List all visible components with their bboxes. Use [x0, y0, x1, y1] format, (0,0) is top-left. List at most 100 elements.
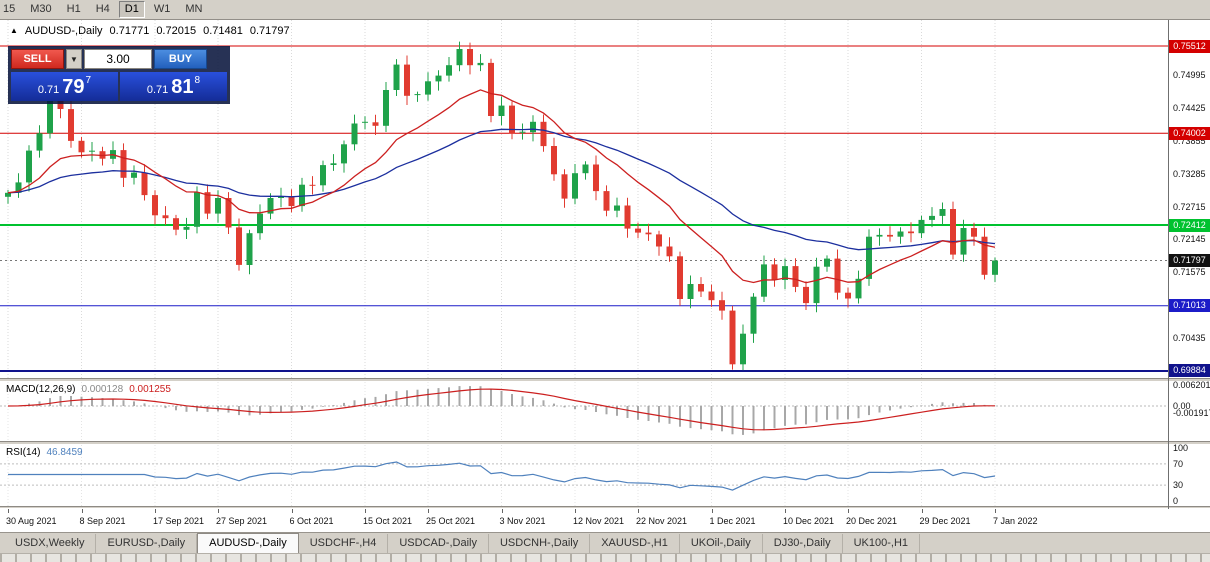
macd-axis-label: 0.00: [1173, 400, 1191, 411]
time-axis-tick: [291, 509, 293, 513]
chart-tab-eurusd-daily[interactable]: EURUSD-,Daily: [96, 534, 198, 553]
chart-tab-usdcnh-daily[interactable]: USDCNH-,Daily: [489, 534, 591, 553]
macd-axis-label: 0.006201: [1173, 379, 1210, 390]
time-axis-label: 25 Oct 2021: [426, 516, 476, 526]
time-axis-tick: [921, 509, 923, 513]
time-axis-label: 8 Sep 2021: [79, 516, 126, 526]
timeframe-button-h4[interactable]: H4: [95, 3, 110, 15]
rsi-axis-label: 0: [1173, 496, 1179, 506]
time-axis-tick: [995, 509, 996, 513]
time-axis-tick: [365, 509, 366, 513]
time-axis-label: 12 Nov 2021: [573, 516, 625, 526]
timeframe-button-15[interactable]: 15: [3, 3, 16, 15]
buy-price-display[interactable]: 0.71 81 8: [120, 72, 227, 101]
price-axis-label: 0.73285: [1173, 168, 1206, 179]
rsi-axis-label: 100: [1173, 443, 1189, 453]
trade-controls-row: SELL ▼ 3.00 BUY: [11, 49, 227, 69]
time-axis-label: 17 Sep 2021: [153, 516, 205, 526]
time-axis-tick: [218, 509, 219, 513]
one-click-trading-panel: SELL ▼ 3.00 BUY 0.71 79 7 0.71 81 8: [8, 46, 230, 104]
current-price-tag: 0.71797: [1169, 254, 1210, 268]
time-axis-label: 30 Aug 2021: [6, 516, 57, 526]
chart-tab-usdcad-daily[interactable]: USDCAD-,Daily: [388, 534, 489, 553]
price-line-tag: 0.71013: [1169, 299, 1210, 313]
timeframe-toolbar: 15 M30 H1 H4 D1 W1 MN: [0, 0, 1210, 20]
timeframe-button-m30[interactable]: M30: [30, 3, 52, 15]
time-axis-tick: [155, 509, 156, 513]
price-line-tag: 0.75512: [1169, 39, 1210, 53]
sell-price-big-digits: 79: [62, 75, 85, 98]
macd-indicator-chart[interactable]: [0, 382, 1168, 441]
timeframe-button-h1[interactable]: H1: [66, 3, 81, 15]
time-axis-label: 29 Dec 2021: [919, 516, 971, 526]
timeframe-button-group: 15 M30 H1 H4 D1 W1 MN: [0, 1, 208, 18]
time-axis-label: 15 Oct 2021: [363, 516, 413, 526]
horizontal-scrollbar[interactable]: [0, 553, 1210, 562]
sell-price-prefix: 0.71: [37, 83, 60, 96]
sell-button[interactable]: SELL: [11, 49, 64, 69]
window-collapse-icon[interactable]: ▲: [10, 25, 18, 35]
volume-input[interactable]: 3.00: [84, 49, 152, 69]
time-axis: 30 Aug 2021 8 Sep 2021 17 Sep 2021 27 Sep 2…: [0, 509, 1210, 532]
chart-tab-audusd-daily[interactable]: AUDUSD-,Daily: [197, 533, 299, 553]
chart-tab-usdchf-h4[interactable]: USDCHF-,H4: [299, 534, 389, 553]
macd-signal-value: 0.001255: [129, 384, 171, 395]
rsi-name: RSI(14): [6, 447, 41, 458]
time-axis-label: 10 Dec 2021: [783, 516, 835, 526]
chart-symbol-info: ▲ AUDUSD-,Daily 0.71771 0.72015 0.71481 …: [10, 25, 290, 37]
volume-dropdown-button[interactable]: ▼: [66, 49, 82, 69]
time-axis-tick: [575, 509, 576, 513]
time-axis-tick: [848, 509, 849, 513]
timeframe-button-mn[interactable]: MN: [185, 3, 203, 15]
time-axis-label: 27 Sep 2021: [216, 516, 268, 526]
macd-axis-label: -0.001917: [1173, 407, 1210, 418]
time-axis-tick: [81, 509, 83, 513]
macd-indicator-label: MACD(12,26,9) 0.000128 0.001255: [6, 384, 171, 395]
sell-price-pipette: 7: [85, 75, 92, 86]
buy-button[interactable]: BUY: [154, 49, 207, 69]
timeframe-button-w1[interactable]: W1: [153, 3, 171, 15]
time-axis-label: 22 Nov 2021: [636, 516, 688, 526]
price-axis-label: 0.74995: [1173, 69, 1206, 80]
trade-prices-row: 0.71 79 7 0.71 81 8: [11, 72, 227, 101]
ohlc-close-value: 0.71797: [249, 25, 290, 37]
time-axis-tick: [428, 509, 429, 513]
time-axis-label: 7 Jan 2022: [993, 516, 1038, 526]
ohlc-low-value: 0.71481: [203, 25, 243, 37]
ohlc-open-value: 0.71771: [109, 25, 150, 37]
time-axis-label: 6 Oct 2021: [289, 516, 334, 526]
time-axis-tick: [785, 509, 786, 513]
buy-price-pipette: 8: [194, 75, 201, 86]
time-axis-label: 1 Dec 2021: [709, 516, 756, 526]
window-divider[interactable]: [0, 378, 1210, 382]
price-axis-label: 0.72145: [1173, 234, 1206, 245]
buy-price-big-digits: 81: [171, 75, 194, 98]
timeframe-button-d1[interactable]: D1: [118, 1, 145, 18]
rsi-indicator-chart[interactable]: [0, 445, 1168, 506]
candlestick-chart[interactable]: [0, 20, 1168, 378]
price-axis-label: 0.73855: [1173, 135, 1206, 146]
price-line-tag: 0.72412: [1169, 218, 1210, 232]
buy-price-prefix: 0.71: [146, 83, 169, 96]
rsi-axis-label: 30: [1173, 480, 1184, 491]
rsi-axis-label: 70: [1173, 458, 1184, 469]
time-axis-label: 20 Dec 2021: [846, 516, 898, 526]
chart-tab-ukoil-daily[interactable]: UKOil-,Daily: [680, 534, 763, 553]
chart-tab-usdx-weekly[interactable]: USDX,Weekly: [4, 534, 97, 553]
window-divider[interactable]: [0, 506, 1210, 509]
chart-tab-uk100-h1[interactable]: UK100-,H1: [843, 534, 921, 553]
price-axis-label: 0.71575: [1173, 267, 1206, 278]
time-axis-tick: [8, 509, 9, 513]
chart-tab-dj30-daily[interactable]: DJ30-,Daily: [763, 534, 843, 553]
sell-price-display[interactable]: 0.71 79 7: [11, 72, 118, 101]
time-axis-tick: [711, 509, 713, 513]
macd-name: MACD(12,26,9): [6, 384, 76, 395]
rsi-value: 46.8459: [46, 447, 83, 458]
price-axis-label: 0.74425: [1173, 102, 1206, 113]
window-divider[interactable]: [0, 441, 1210, 445]
price-axis-separator: [1168, 20, 1169, 509]
time-axis-tick: [501, 509, 503, 513]
chart-tab-xauusd-h1[interactable]: XAUUSD-,H1: [590, 534, 680, 553]
price-axis-label: 0.70435: [1173, 333, 1206, 344]
rsi-indicator-label: RSI(14) 46.8459: [6, 447, 83, 458]
